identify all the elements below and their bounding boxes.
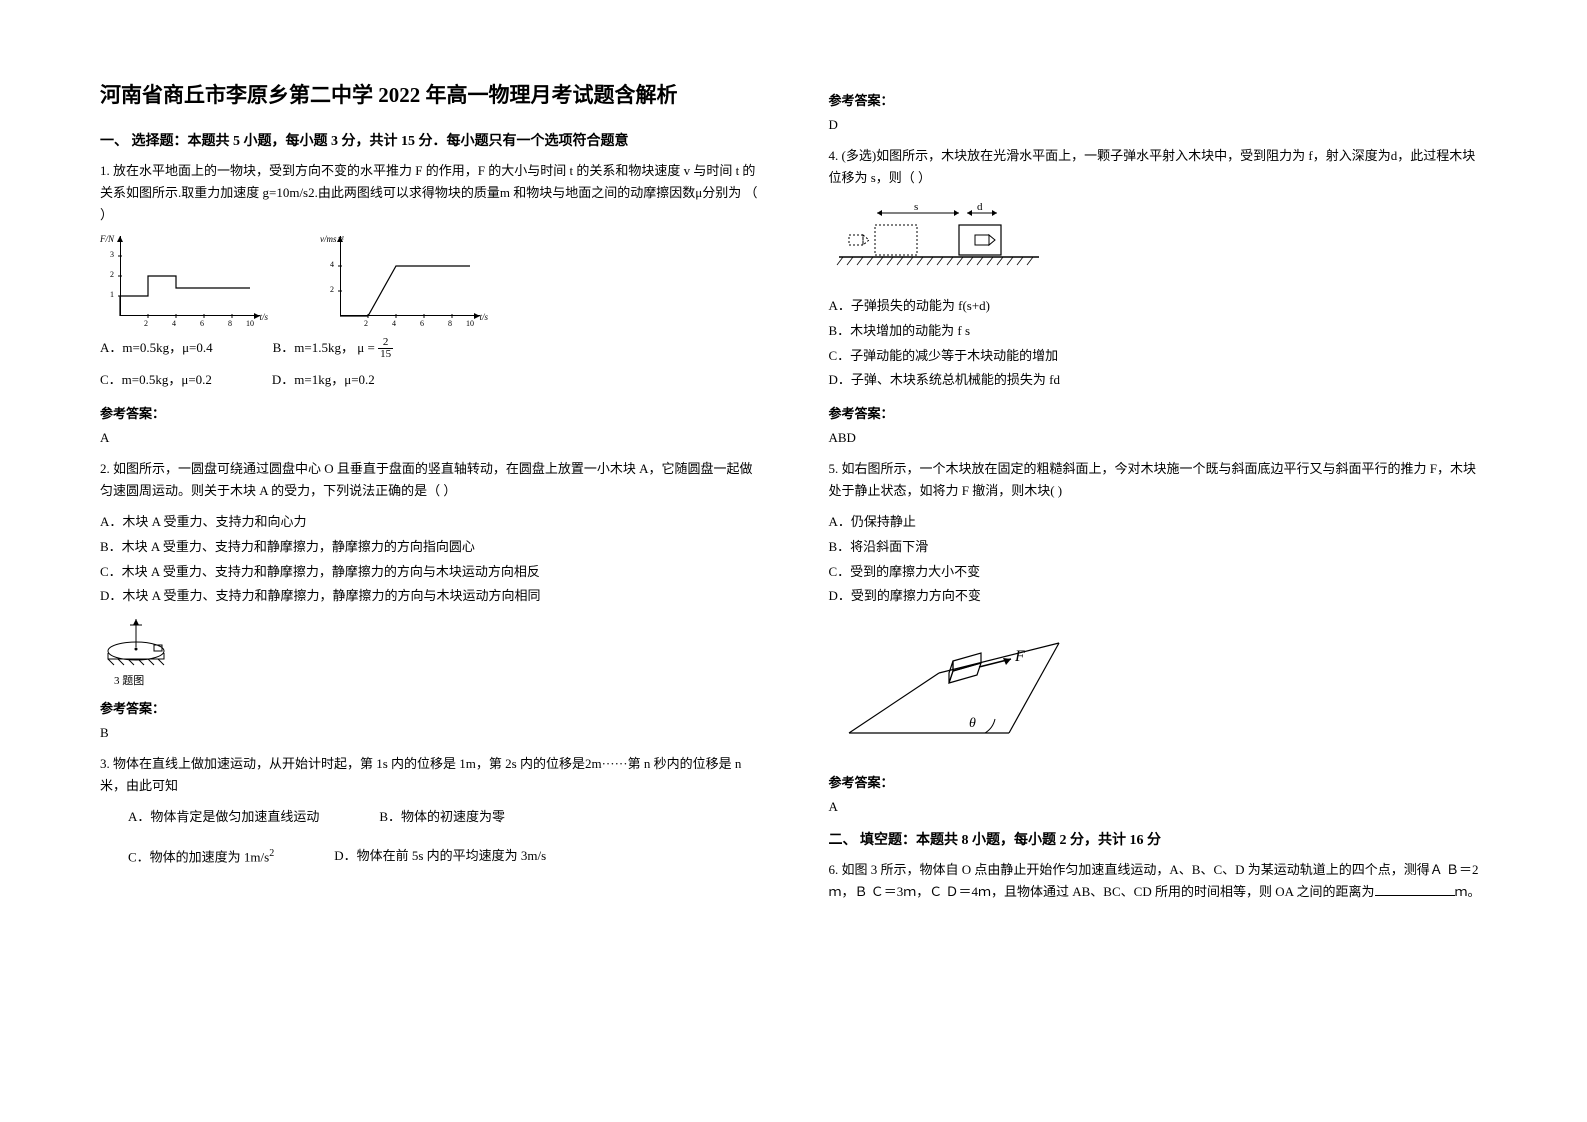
q3-optA: A．物体肯定是做匀加速直线运动 bbox=[128, 805, 319, 830]
s-label: s bbox=[914, 201, 918, 213]
q4-answer-label: 参考答案： bbox=[829, 403, 1488, 422]
q5-options: A．仍保持静止 B．将沿斜面下滑 C．受到的摩擦力大小不变 D．受到的摩擦力方向… bbox=[829, 510, 1488, 609]
fill-blank bbox=[1375, 882, 1455, 896]
incline-icon: F θ bbox=[829, 623, 1069, 753]
q5-answer: A bbox=[829, 799, 1488, 815]
d-label: d bbox=[977, 201, 983, 213]
fraction: 2 15 bbox=[378, 337, 393, 360]
q4-answer: ABD bbox=[829, 430, 1488, 446]
q1-optD: D．m=1kg，μ=0.2 bbox=[272, 368, 375, 393]
q1-options-row2: C．m=0.5kg，μ=0.2 D．m=1kg，μ=0.2 bbox=[100, 368, 759, 393]
q4-text: 4. (多选)如图所示，木块放在光滑水平面上，一颗子弹水平射入木块中，受到阻力为… bbox=[829, 145, 1488, 189]
q4-optC: C．子弹动能的减少等于木块动能的增加 bbox=[829, 344, 1488, 369]
q5-optB: B．将沿斜面下滑 bbox=[829, 535, 1488, 560]
q6-text: 6. 如图 3 所示，物体自 O 点由静止开始作匀加速直线运动，A、B、C、D … bbox=[829, 859, 1488, 903]
q1-charts: F/N t/s 1 2 3 2 4 6 8 10 bbox=[100, 236, 759, 326]
left-column: 河南省商丘市李原乡第二中学 2022 年高一物理月考试题含解析 一、 选择题：本… bbox=[100, 80, 759, 1082]
q3-optC: C．物体的加速度为 1m/s2 bbox=[128, 844, 274, 870]
q3-options-row1: A．物体肯定是做匀加速直线运动 B．物体的初速度为零 bbox=[128, 805, 759, 830]
q2-options: A．木块 A 受重力、支持力和向心力 B．木块 A 受重力、支持力和静摩擦力，静… bbox=[100, 510, 759, 609]
q2-optC: C．木块 A 受重力、支持力和静摩擦力，静摩擦力的方向与木块运动方向相反 bbox=[100, 560, 759, 585]
q1-chart1-svg bbox=[100, 236, 260, 326]
q5-answer-label: 参考答案： bbox=[829, 772, 1488, 791]
q2-answer: B bbox=[100, 725, 759, 741]
q1-optB: B．m=1.5kg， μ = 2 15 bbox=[273, 336, 393, 361]
section2-header: 二、 填空题：本题共 8 小题，每小题 2 分，共计 16 分 bbox=[829, 829, 1488, 849]
q3-answer-label: 参考答案： bbox=[829, 90, 1488, 109]
q1-chart2-svg bbox=[320, 236, 480, 326]
q1-optC: C．m=0.5kg，μ=0.2 bbox=[100, 368, 212, 393]
q3-answer: D bbox=[829, 117, 1488, 133]
q4-optA: A．子弹损失的动能为 f(s+d) bbox=[829, 294, 1488, 319]
disc-icon bbox=[100, 617, 180, 667]
q1-chart1: F/N t/s 1 2 3 2 4 6 8 10 bbox=[100, 236, 260, 326]
q2-optD: D．木块 A 受重力、支持力和静摩擦力，静摩擦力的方向与木块运动方向相同 bbox=[100, 584, 759, 609]
q5-optC: C．受到的摩擦力大小不变 bbox=[829, 560, 1488, 585]
section1-header: 一、 选择题：本题共 5 小题，每小题 3 分，共计 15 分．每小题只有一个选… bbox=[100, 130, 759, 150]
q5-figure: F θ bbox=[829, 623, 1488, 758]
q3-options-row2: C．物体的加速度为 1m/s2 D．物体在前 5s 内的平均速度为 3m/s bbox=[128, 844, 759, 870]
q1-options-row1: A．m=0.5kg，μ=0.4 B．m=1.5kg， μ = 2 15 bbox=[100, 336, 759, 361]
q5-optD: D．受到的摩擦力方向不变 bbox=[829, 584, 1488, 609]
q2-optA: A．木块 A 受重力、支持力和向心力 bbox=[100, 510, 759, 535]
q3-optB: B．物体的初速度为零 bbox=[379, 805, 505, 830]
q3-optD: D．物体在前 5s 内的平均速度为 3m/s bbox=[334, 844, 546, 870]
document-title: 河南省商丘市李原乡第二中学 2022 年高一物理月考试题含解析 bbox=[100, 80, 759, 112]
q1-optA: A．m=0.5kg，μ=0.4 bbox=[100, 336, 213, 361]
q4-figure: s d bbox=[829, 199, 1488, 284]
q4-optB: B．木块增加的动能为 f s bbox=[829, 319, 1488, 344]
q2-text: 2. 如图所示，一圆盘可绕通过圆盘中心 O 且垂直于盘面的竖直轴转动，在圆盘上放… bbox=[100, 458, 759, 502]
q4-options: A．子弹损失的动能为 f(s+d) B．木块增加的动能为 f s C．子弹动能的… bbox=[829, 294, 1488, 393]
q3-text: 3. 物体在直线上做加速运动，从开始计时起，第 1s 内的位移是 1m，第 2s… bbox=[100, 753, 759, 797]
right-column: 参考答案： D 4. (多选)如图所示，木块放在光滑水平面上，一颗子弹水平射入木… bbox=[829, 80, 1488, 1082]
q1-text: 1. 放在水平地面上的一物块，受到方向不变的水平推力 F 的作用，F 的大小与时… bbox=[100, 160, 759, 226]
q1-answer-label: 参考答案： bbox=[100, 403, 759, 422]
theta-label: θ bbox=[969, 716, 976, 731]
q2-figure-label: 3 题图 bbox=[114, 672, 759, 688]
q4-optD: D．子弹、木块系统总机械能的损失为 fd bbox=[829, 368, 1488, 393]
bullet-block-icon: s d bbox=[829, 199, 1049, 279]
q2-figure: 3 题图 bbox=[100, 617, 759, 688]
q1-chart2: v/ms⁻¹ t/s 2 4 2 4 6 8 10 bbox=[320, 236, 480, 326]
q2-optB: B．木块 A 受重力、支持力和静摩擦力，静摩擦力的方向指向圆心 bbox=[100, 535, 759, 560]
q5-text: 5. 如右图所示，一个木块放在固定的粗糙斜面上，今对木块施一个既与斜面底边平行又… bbox=[829, 458, 1488, 502]
F-label: F bbox=[1014, 648, 1025, 665]
q5-optA: A．仍保持静止 bbox=[829, 510, 1488, 535]
q2-answer-label: 参考答案： bbox=[100, 698, 759, 717]
q1-answer: A bbox=[100, 430, 759, 446]
